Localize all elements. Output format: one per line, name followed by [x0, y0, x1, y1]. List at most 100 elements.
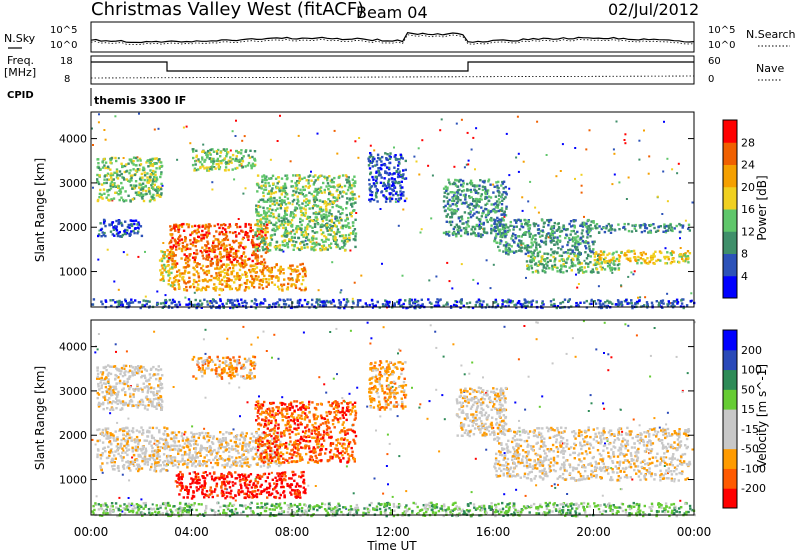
scatter-cell: [579, 236, 582, 239]
scatter-cell: [508, 300, 511, 304]
scatter-cell: [211, 250, 214, 253]
scatter-cell: [552, 226, 555, 230]
scatter-cell: [193, 303, 196, 307]
scatter-cell: [683, 259, 687, 263]
scatter-cell: [313, 231, 317, 234]
scatter-cell: [207, 285, 210, 289]
scatter-cell: [288, 238, 291, 241]
speckle-cell: [388, 442, 391, 445]
scatter-cell: [667, 255, 670, 259]
scatter-cell: [224, 228, 227, 231]
scatter-cell: [348, 184, 352, 187]
scatter-cell: [106, 178, 109, 181]
scatter-cell: [115, 168, 119, 171]
scatter-cell: [106, 165, 110, 168]
scatter-cell: [261, 231, 264, 234]
scatter-cell: [261, 263, 264, 266]
scatter-cell: [305, 179, 308, 182]
scatter-cell: [667, 224, 670, 228]
scatter-cell: [470, 190, 473, 194]
speckle-cell: [419, 231, 422, 234]
scatter-cell: [289, 264, 292, 267]
scatter-cell: [606, 253, 609, 257]
scatter-cell: [337, 210, 340, 213]
scatter-cell: [639, 224, 643, 227]
scatter-cell: [487, 195, 491, 198]
scatter-cell: [258, 186, 261, 189]
scatter-cell: [320, 209, 323, 213]
scatter-cell: [199, 160, 202, 164]
scatter-cell: [450, 211, 453, 214]
scatter-cell: [338, 302, 341, 305]
scatter-cell: [605, 226, 608, 229]
scatter-cell: [501, 182, 505, 185]
speckle-cell: [485, 259, 488, 262]
scatter-cell: [301, 304, 304, 307]
speckle-cell: [514, 401, 517, 404]
speckle-cell: [127, 417, 130, 420]
scatter-cell: [568, 238, 571, 241]
scatter-cell: [187, 298, 191, 301]
scatter-cell: [273, 266, 276, 269]
scatter-cell: [352, 221, 355, 224]
scatter-cell: [285, 243, 288, 246]
scatter-cell: [269, 221, 273, 225]
scatter-cell: [453, 191, 456, 194]
scatter-cell: [106, 407, 109, 410]
scatter-cell: [231, 301, 234, 305]
scatter-cell: [635, 300, 639, 304]
scatter-cell: [185, 223, 189, 226]
scatter-cell: [232, 264, 235, 267]
scatter-cell: [475, 203, 478, 206]
scatter-cell: [110, 176, 113, 179]
speckle-cell: [399, 349, 402, 352]
scatter-cell: [663, 223, 666, 226]
scatter-cell: [213, 248, 217, 252]
colorbar-tick: 28: [741, 136, 755, 149]
scatter-cell: [496, 206, 499, 209]
scatter-cell: [106, 172, 110, 175]
speckle-cell: [470, 196, 473, 199]
scatter-cell: [142, 189, 145, 192]
scatter-cell: [512, 225, 516, 228]
scatter-cell: [124, 298, 127, 301]
speckle-cell: [434, 330, 437, 333]
scatter-cell: [382, 194, 385, 197]
scatter-cell: [127, 304, 131, 307]
scatter-cell: [112, 226, 115, 229]
scatter-cell: [152, 175, 156, 179]
scatter-cell: [381, 163, 385, 166]
scatter-cell: [276, 207, 279, 210]
scatter-cell: [115, 170, 119, 173]
speckle-cell: [310, 170, 312, 173]
scatter-cell: [345, 192, 348, 195]
speckle-cell: [571, 337, 574, 340]
scatter-cell: [420, 298, 423, 301]
scatter-cell: [310, 247, 313, 250]
scatter-cell: [217, 243, 221, 246]
scatter-cell: [219, 270, 222, 274]
scatter-cell: [601, 266, 604, 270]
scatter-cell: [372, 158, 375, 161]
scatter-cell: [368, 183, 371, 186]
speckle-cell: [195, 432, 198, 435]
speckle-cell: [405, 197, 408, 200]
scatter-cell: [459, 193, 462, 196]
scatter-cell: [384, 170, 387, 173]
scatter-cell: [509, 220, 512, 224]
scatter-cell: [396, 194, 400, 197]
scatter-cell: [578, 261, 581, 264]
scatter-cell: [115, 227, 118, 230]
scatter-cell: [305, 217, 309, 220]
scatter-cell: [427, 298, 430, 301]
scatter-cell: [321, 200, 324, 203]
scatter-cell: [263, 175, 267, 179]
scatter-cell: [167, 304, 171, 308]
scatter-cell: [333, 200, 337, 203]
scatter-cell: [487, 199, 490, 202]
scatter-cell: [252, 250, 256, 253]
speckle-cell: [575, 273, 577, 276]
scatter-cell: [394, 192, 398, 195]
scatter-cell: [99, 228, 103, 232]
scatter-cell: [279, 224, 282, 227]
